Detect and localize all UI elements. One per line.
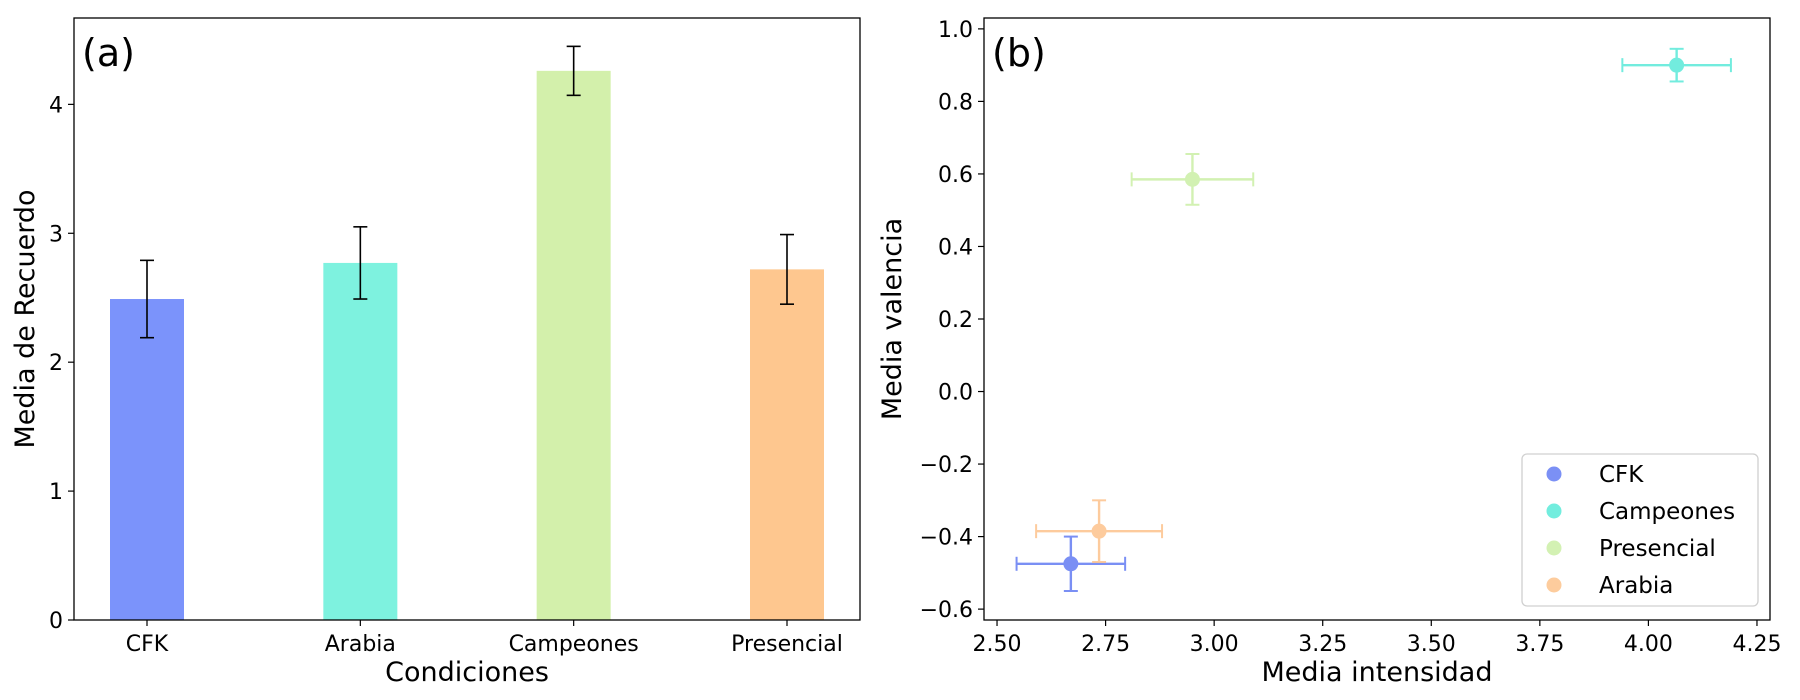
x-axis-ticks: CFK Arabia Campeones Presencial (126, 620, 843, 657)
x-tick-label: 3.75 (1515, 632, 1564, 657)
data-point (1184, 171, 1200, 187)
y-tick-label: 0.6 (938, 163, 973, 188)
y-tick-label: −0.6 (920, 598, 973, 623)
y-tick-label: 0.4 (938, 235, 973, 260)
x-tick-label: 3.00 (1190, 632, 1239, 657)
series-arabia (1035, 499, 1164, 563)
x-tick-label: Presencial (731, 632, 843, 657)
y-axis-ticks: 0 1 2 3 4 (49, 93, 74, 634)
panel-label: (a) (82, 31, 135, 75)
data-point (1063, 556, 1079, 572)
x-tick-label: Campeones (509, 632, 639, 657)
y-tick-label: 0 (49, 609, 63, 634)
y-tick-label: 1.0 (938, 18, 973, 43)
panel-label: (b) (992, 31, 1046, 75)
x-tick-label: 3.25 (1298, 632, 1347, 657)
y-tick-label: −0.2 (920, 453, 973, 478)
legend-marker (1546, 540, 1562, 556)
legend: CFK Campeones Presencial Arabia (1521, 453, 1759, 607)
y-tick-label: 0.8 (938, 90, 973, 115)
legend-entry: Arabia (1599, 573, 1673, 599)
x-tick-label: 3.50 (1407, 632, 1456, 657)
x-tick-label: 2.50 (973, 632, 1022, 657)
data-point (1669, 57, 1685, 73)
y-tick-label: 4 (49, 93, 63, 118)
y-tick-label: −0.4 (920, 526, 973, 551)
y-axis-label: Media de Recuerdo (10, 189, 41, 448)
bar-presencial (750, 269, 824, 620)
x-tick-label: 4.00 (1624, 632, 1673, 657)
x-axis-label: Media intensidad (1262, 657, 1493, 688)
y-tick-label: 1 (49, 480, 63, 505)
y-axis-label: Media valencia (877, 218, 908, 420)
legend-entry: Campeones (1599, 499, 1735, 525)
legend-marker (1546, 577, 1562, 593)
bar-campeones (536, 70, 611, 621)
scatter-chart-panel: 2.50 2.75 3.00 3.25 3.50 3.75 4.00 4.25 −0.6−0.… (877, 17, 1781, 688)
y-tick-label: 0.0 (938, 381, 973, 406)
legend-marker (1546, 503, 1562, 519)
legend-entry: Presencial (1599, 536, 1716, 562)
series-presencial (1130, 152, 1255, 206)
y-axis-ticks: −0.6 −0.4 −0.2 0.0 0.2 0.4 0.6 0.8 1.0 (920, 18, 984, 623)
points-group (1015, 47, 1732, 592)
bar-chart-panel: CFK Arabia Campeones Presencial 0 1 2 3 4 (a) C… (10, 17, 861, 688)
plot-frame (73, 17, 861, 621)
legend-box (1521, 453, 1759, 607)
legend-marker (1546, 466, 1562, 482)
bar-arabia (323, 262, 398, 620)
legend-entry: CFK (1599, 462, 1644, 488)
series-campeones (1621, 47, 1732, 83)
bar-cfk (110, 299, 184, 620)
x-axis-label: Condiciones (385, 657, 549, 688)
error-bars-group (140, 45, 794, 339)
x-tick-label: 4.25 (1732, 632, 1781, 657)
y-tick-label: 3 (49, 222, 63, 247)
data-point (1091, 523, 1107, 539)
x-tick-label: 2.75 (1081, 632, 1130, 657)
y-tick-label: 0.2 (938, 308, 973, 333)
x-tick-label: CFK (126, 632, 169, 657)
x-tick-label: Arabia (325, 632, 396, 657)
y-tick-label: 2 (49, 351, 63, 376)
bars-group (110, 70, 824, 621)
x-axis-ticks: 2.50 2.75 3.00 3.25 3.50 3.75 4.00 4.25 (973, 620, 1781, 657)
series-cfk (1015, 535, 1127, 592)
